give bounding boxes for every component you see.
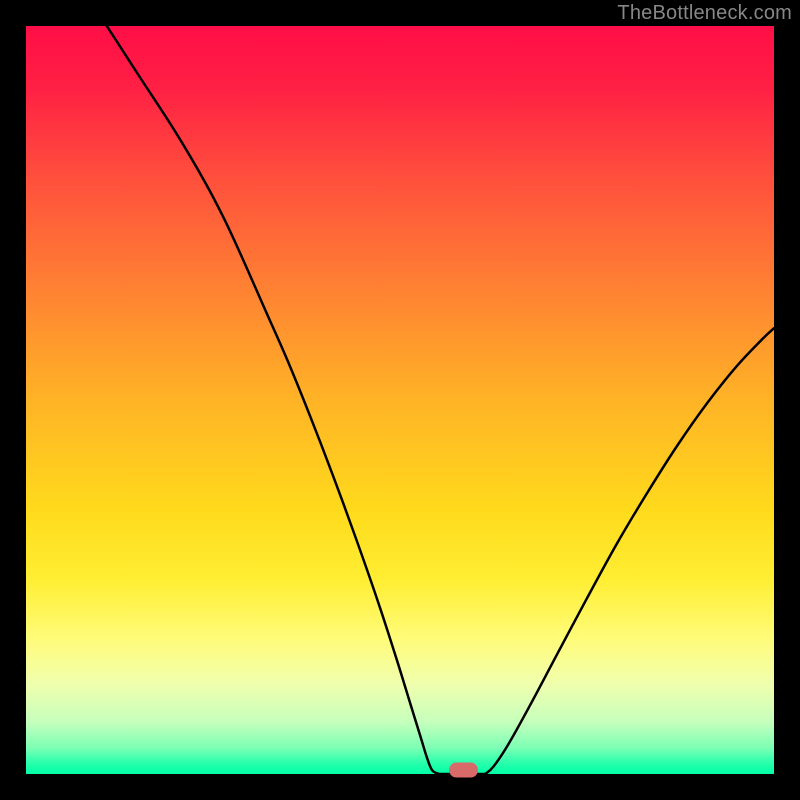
- plot-area: [26, 26, 774, 774]
- series-left-branch: [107, 26, 439, 774]
- chart-canvas: TheBottleneck.com: [0, 0, 800, 800]
- series-right-branch: [485, 328, 774, 774]
- curve-layer: [26, 26, 774, 774]
- valley-marker: [449, 763, 479, 778]
- watermark-text: TheBottleneck.com: [617, 2, 792, 25]
